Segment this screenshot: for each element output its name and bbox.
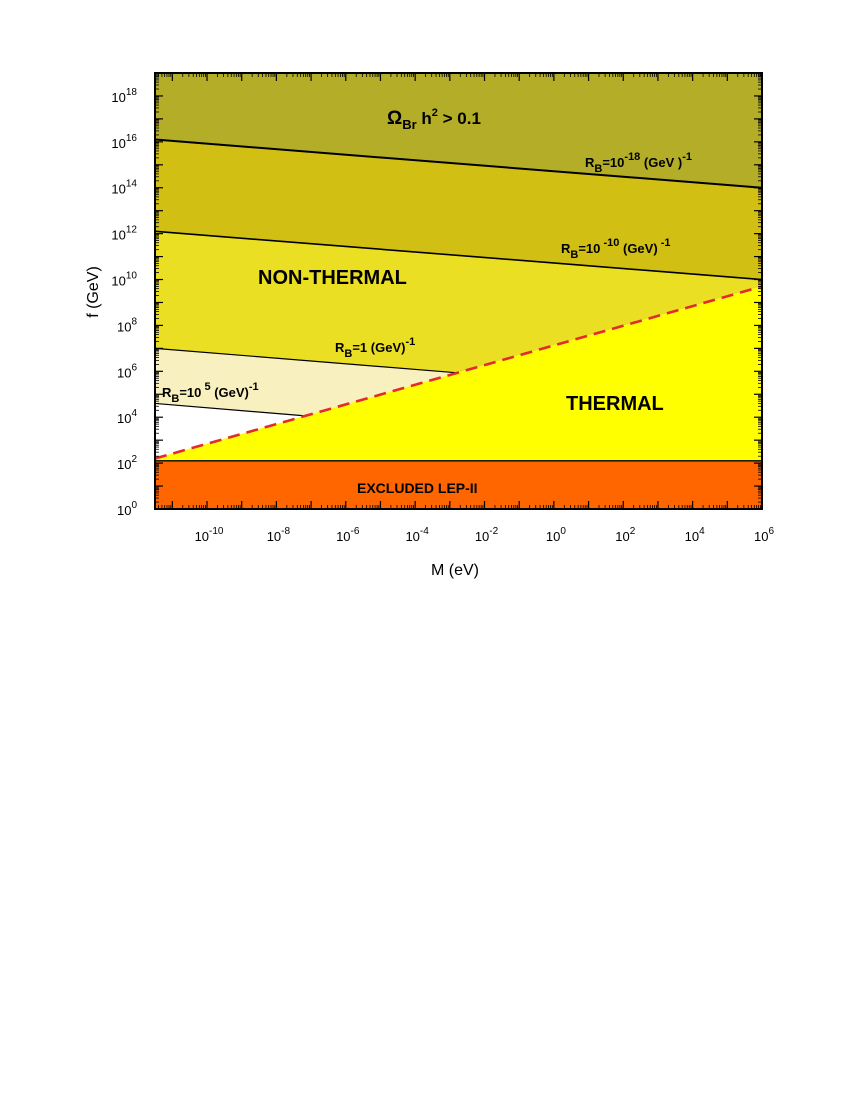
x-tick-label: 10-2 (475, 526, 499, 544)
x-tick-label: 106 (754, 526, 774, 544)
x-tick-label: 10-4 (405, 526, 429, 544)
rb-1e-10-label: RB=10 -10 (GeV) -1 (561, 237, 671, 261)
y-tick-labels: 100 102 104 106 108 1010 1012 1014 1016 1018 (111, 87, 137, 518)
y-tick-label: 1012 (111, 225, 137, 243)
chart-lines (154, 138, 763, 462)
y-tick-label: 102 (117, 454, 137, 472)
y-tick-label: 108 (117, 316, 137, 334)
x-tick-labels: 10-10 10-8 10-6 10-4 10-2 100 102 104 106 (195, 526, 775, 544)
rb-1e-18-label: RB=10-18 (GeV )-1 (585, 151, 692, 175)
x-tick-label: 104 (685, 526, 705, 544)
x-tick-label: 10-8 (267, 526, 291, 544)
x-axis-title: M (eV) (431, 562, 479, 579)
region-between-1-1e5 (155, 348, 458, 416)
region-excluded (155, 460, 762, 509)
y-tick-label: 1010 (111, 271, 137, 289)
y-tick-label: 1018 (111, 87, 137, 105)
y-axis-title: f (GeV) (85, 266, 102, 318)
chart-regions (155, 73, 762, 509)
non-thermal-label: NON-THERMAL (258, 267, 407, 289)
plot-frame (154, 72, 763, 510)
line-rb-1e-10 (154, 230, 763, 281)
thermal-label: THERMAL (566, 393, 664, 415)
line-rb-1e5 (154, 402, 306, 417)
line-rb-1e-18 (154, 138, 763, 189)
region-overclosure (155, 73, 762, 188)
x-tick-label: 102 (615, 526, 635, 544)
line-rb-1 (154, 347, 458, 374)
region-between-1e-18-1e-10 (155, 139, 762, 280)
chart-axes (154, 72, 763, 510)
y-tick-label: 1016 (111, 133, 137, 151)
y-tick-label: 106 (117, 362, 137, 380)
x-tick-label: 10-6 (336, 526, 360, 544)
rb-1-label: RB=1 (GeV)-1 (335, 336, 415, 360)
y-tick-label: 100 (117, 500, 137, 518)
y-tick-label: 1014 (111, 179, 137, 197)
overclosure-label: ΩBr h2 > 0.1 (387, 107, 481, 132)
excluded-label: EXCLUDED LEP-II (357, 480, 478, 496)
y-tick-label: 104 (117, 408, 137, 426)
x-tick-label: 10-10 (195, 526, 224, 544)
line-thermal-boundary (154, 285, 763, 460)
region-below-1e5 (155, 403, 306, 459)
x-tick-label: 100 (546, 526, 566, 544)
rb-1e5-label: RB=10 5 (GeV)-1 (162, 381, 259, 405)
